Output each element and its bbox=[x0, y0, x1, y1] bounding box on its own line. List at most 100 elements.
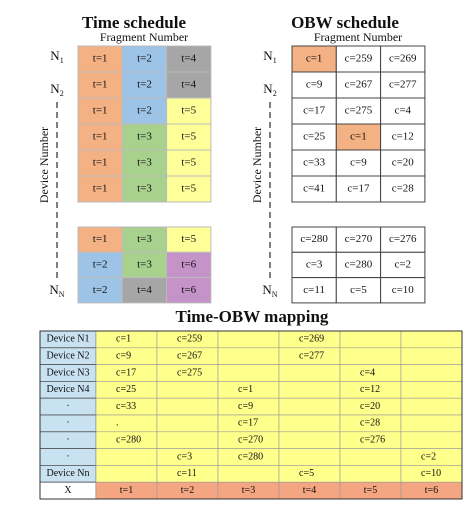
cell-text: c=20 bbox=[392, 157, 415, 169]
cell bbox=[400, 364, 463, 382]
cell bbox=[380, 71, 426, 99]
cell bbox=[166, 45, 212, 73]
cell bbox=[335, 97, 382, 125]
cell-text: c=9 bbox=[350, 157, 367, 169]
cell-text: c=276 bbox=[389, 233, 417, 245]
cell bbox=[380, 97, 426, 125]
cell-text: t=4 bbox=[181, 79, 196, 91]
cell-text: c=28 bbox=[392, 183, 415, 195]
row-label-sub: 1 bbox=[273, 56, 277, 65]
cell-text: t=6 bbox=[181, 284, 196, 296]
cell-text: c=3 bbox=[306, 258, 323, 270]
cell bbox=[278, 414, 341, 433]
cell-text: t=3 bbox=[137, 157, 152, 169]
cell bbox=[291, 71, 337, 99]
row-label: Device N1 bbox=[46, 334, 89, 345]
row-label-sub: 2 bbox=[60, 89, 64, 98]
cell-text: c=270 bbox=[345, 233, 373, 245]
row-label-main: N bbox=[50, 48, 60, 63]
cell bbox=[77, 71, 123, 99]
cell-text: t=3 bbox=[137, 183, 152, 195]
cell bbox=[291, 123, 337, 151]
cell bbox=[291, 45, 337, 73]
row-label: · bbox=[66, 418, 69, 429]
cell-text: c=25 bbox=[116, 384, 136, 395]
cell bbox=[121, 277, 168, 304]
cell-text: c=275 bbox=[345, 105, 373, 117]
row-label: N2 bbox=[263, 81, 276, 98]
cell bbox=[217, 465, 280, 483]
x-axis-label: Fragment Number bbox=[314, 30, 402, 44]
cell bbox=[335, 226, 382, 253]
cell-text: c=5 bbox=[299, 468, 314, 479]
cell-text: c=267 bbox=[345, 79, 373, 91]
cell bbox=[166, 251, 212, 279]
cell-text: t=1 bbox=[120, 485, 133, 496]
cell bbox=[380, 175, 426, 203]
cell-text: c=4 bbox=[360, 367, 375, 378]
cell bbox=[339, 448, 402, 466]
cell-text: c=33 bbox=[303, 157, 326, 169]
cell-text: t=3 bbox=[242, 485, 255, 496]
row-label: N1 bbox=[50, 48, 63, 65]
cell-text: t=2 bbox=[181, 485, 194, 496]
cell-text: c=1 bbox=[350, 131, 367, 143]
row-label: NN bbox=[262, 282, 277, 299]
cell-text: c=5 bbox=[350, 284, 367, 296]
cell-text: c=259 bbox=[345, 53, 373, 65]
cell-text: c=1 bbox=[116, 334, 131, 345]
cell bbox=[400, 397, 463, 416]
cell-text: t=4 bbox=[137, 284, 152, 296]
cell-text: t=5 bbox=[181, 157, 196, 169]
cell-text: c=10 bbox=[421, 468, 441, 479]
cell-text: c=2 bbox=[421, 451, 436, 462]
cell bbox=[166, 97, 212, 125]
row-label-main: N bbox=[263, 48, 273, 63]
cell-text: t=1 bbox=[93, 233, 108, 245]
cell-text: t=1 bbox=[93, 157, 108, 169]
y-axis-label: Device Number bbox=[37, 127, 51, 203]
row-label: N2 bbox=[50, 81, 63, 98]
cell-text: c=280 bbox=[116, 434, 141, 445]
cell bbox=[278, 381, 341, 399]
cell bbox=[166, 277, 212, 304]
cell-text: c=270 bbox=[238, 434, 263, 445]
cell-text: c=33 bbox=[116, 401, 136, 412]
cell bbox=[278, 397, 341, 416]
cell-text: t=3 bbox=[137, 131, 152, 143]
cell bbox=[278, 448, 341, 466]
cell bbox=[166, 123, 212, 151]
y-axis-label: Device Number bbox=[250, 127, 264, 203]
cell-text: c=4 bbox=[394, 105, 411, 117]
cell bbox=[339, 330, 402, 349]
cell bbox=[278, 431, 341, 449]
cell bbox=[166, 149, 212, 177]
cell-text: c=9 bbox=[238, 401, 253, 412]
row-label-sub: N bbox=[272, 290, 278, 299]
cell-text: c=25 bbox=[303, 131, 326, 143]
cell bbox=[339, 347, 402, 365]
section-title: OBW schedule bbox=[291, 13, 399, 32]
cell-text: c=17 bbox=[116, 367, 136, 378]
cell-text: c=12 bbox=[392, 131, 414, 143]
cell bbox=[400, 330, 463, 349]
row-label: · bbox=[66, 401, 69, 412]
cell bbox=[156, 414, 219, 433]
row-label-sub: 1 bbox=[60, 56, 64, 65]
cell-text: t=5 bbox=[181, 131, 196, 143]
cell-text: c=280 bbox=[345, 258, 373, 270]
cell bbox=[156, 397, 219, 416]
cell bbox=[380, 251, 426, 279]
cell bbox=[339, 465, 402, 483]
cell-text: c=276 bbox=[360, 434, 385, 445]
row-label: N1 bbox=[263, 48, 276, 65]
cell-text: t=1 bbox=[93, 79, 108, 91]
row-label: · bbox=[66, 451, 69, 462]
cell-text: t=5 bbox=[364, 485, 377, 496]
cell-text: t=6 bbox=[425, 485, 438, 496]
cell-text: t=5 bbox=[181, 183, 196, 195]
cell bbox=[95, 465, 158, 483]
cell-text: t=1 bbox=[93, 53, 108, 65]
cell-text: c=9 bbox=[306, 79, 323, 91]
cell-text: c=17 bbox=[347, 183, 370, 195]
